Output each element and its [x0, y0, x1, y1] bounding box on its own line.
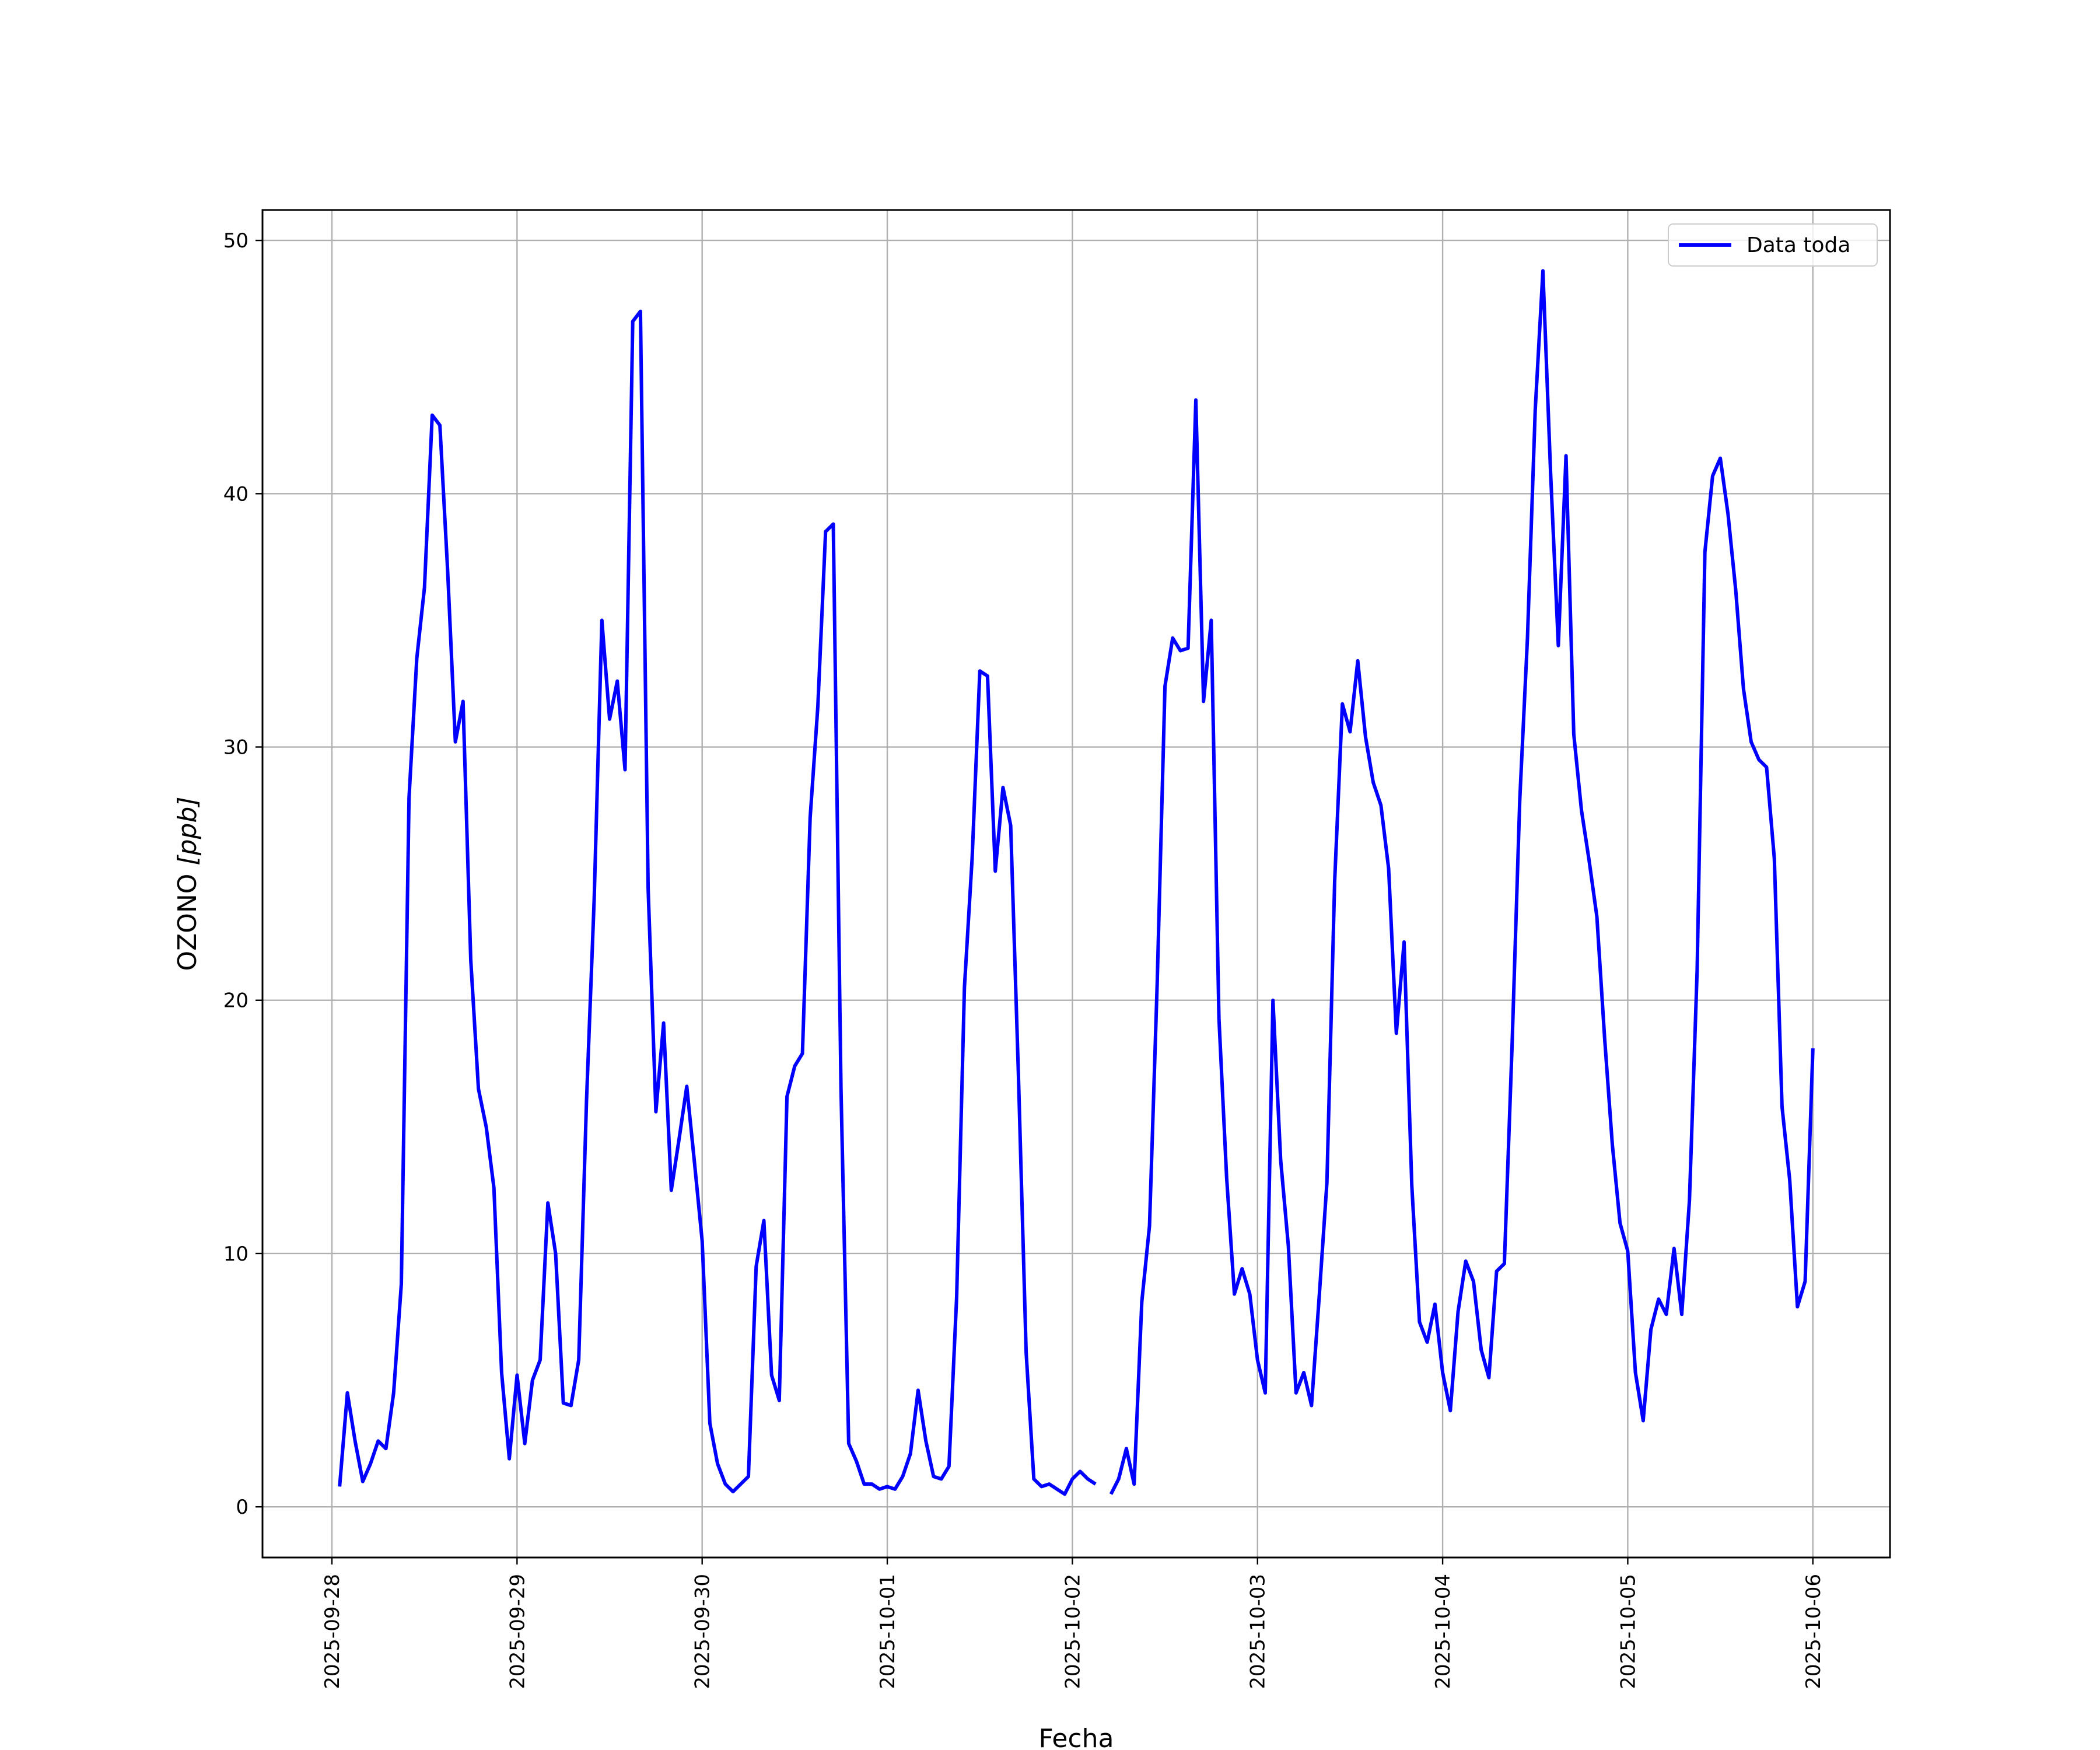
x-tick-label: 2025-10-04 — [1432, 1574, 1455, 1689]
y-axis-ticks: 0 10 20 30 40 50 — [223, 229, 262, 1519]
x-tick-label: 2025-09-28 — [321, 1574, 344, 1689]
y-tick-label: 30 — [223, 736, 249, 760]
series-layer — [338, 269, 1815, 1496]
y-gridlines — [262, 239, 1890, 1508]
legend-box — [1668, 223, 1878, 267]
x-axis-label: Fecha — [1038, 1724, 1114, 1750]
y-tick-label: 50 — [223, 229, 249, 253]
series-line-segment-2 — [1109, 269, 1815, 1495]
y-tick-label: 40 — [223, 482, 249, 506]
y-axis-label-unit: [ppb] — [173, 796, 202, 865]
legend: Data toda — [1668, 223, 1878, 267]
x-tick-label: 2025-10-05 — [1616, 1574, 1640, 1689]
y-tick-label: 10 — [223, 1242, 249, 1266]
x-tick-label: 2025-10-06 — [1802, 1574, 1825, 1689]
y-axis-label-main: OZONO — [173, 866, 202, 971]
y-tick-label: 0 — [236, 1496, 249, 1519]
y-tick-label: 20 — [223, 989, 249, 1013]
x-tick-label: 2025-10-01 — [876, 1574, 900, 1689]
plot-frame — [261, 209, 1891, 1559]
legend-label-data-toda: Data toda — [1746, 233, 1850, 257]
series-line-segment-1 — [338, 309, 1097, 1496]
x-tick-label: 2025-10-03 — [1247, 1574, 1270, 1689]
x-tick-label: 2025-10-02 — [1061, 1574, 1084, 1689]
x-gridlines — [331, 210, 1814, 1558]
x-tick-label: 2025-09-30 — [691, 1574, 715, 1689]
y-axis-label: OZONO [ppb] — [173, 796, 202, 971]
x-axis-ticks: 2025-09-28 2025-09-29 2025-09-30 2025-10-01… — [321, 1558, 1825, 1689]
x-tick-label: 2025-09-29 — [506, 1574, 529, 1689]
